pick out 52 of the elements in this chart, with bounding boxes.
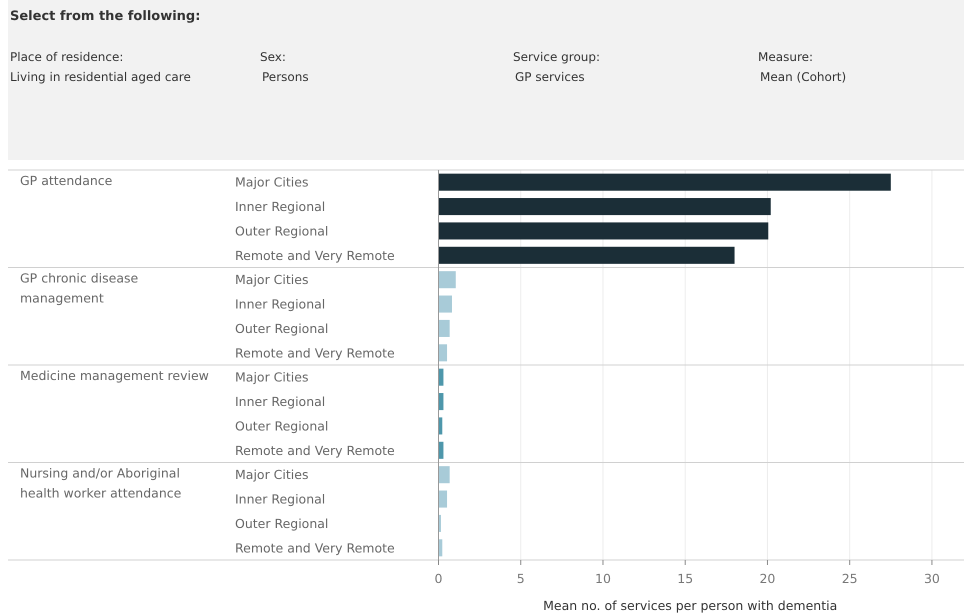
x-tick-label: 25 [842, 571, 858, 586]
bar [438, 417, 442, 434]
bar [438, 490, 448, 508]
text: Sex: [260, 50, 286, 64]
x-tick-label: 5 [516, 571, 525, 586]
bar [438, 271, 456, 288]
text: GP services [515, 70, 585, 84]
bar [438, 320, 450, 337]
y-tick-label: Outer Regional [235, 223, 328, 238]
text: Persons [262, 70, 309, 84]
y-tick-label: Major Cities [235, 370, 308, 385]
y-tick-label: Inner Regional [235, 492, 326, 507]
bar [438, 539, 442, 556]
y-tick-label: Major Cities [235, 174, 308, 190]
bar [438, 246, 735, 264]
bar [438, 296, 452, 313]
text: Living in residential aged care [10, 70, 191, 84]
bar [438, 222, 768, 240]
bar [438, 393, 444, 410]
bar [438, 344, 448, 362]
text: Measure: [758, 50, 814, 64]
x-tick-label: 15 [677, 571, 694, 586]
y-tick-label: Inner Regional [235, 296, 326, 312]
y-tick-label: Remote and Very Remote [235, 540, 396, 556]
x-tick-label: 10 [595, 571, 611, 586]
x-tick-label: 30 [924, 571, 940, 586]
y-tick-label: Outer Regional [235, 516, 328, 531]
text: Mean (Cohort) [760, 70, 846, 84]
bar [438, 442, 444, 459]
bar [438, 174, 891, 191]
bar [438, 466, 450, 484]
y-tick-label: Outer Regional [235, 418, 328, 434]
y-tick-label: Inner Regional [235, 394, 326, 410]
y-tick-label: Outer Regional [235, 320, 328, 336]
text: GP attendance [20, 173, 113, 188]
text: GP chronic disease management [20, 270, 139, 306]
text: Nursing and/or Aboriginal health worker attendance [20, 466, 182, 500]
bar [438, 368, 444, 386]
y-tick-label: Remote and Very Remote [235, 442, 396, 458]
y-tick-label: Inner Regional [235, 199, 326, 214]
x-axis-title: Mean no. of services per person with dementia [543, 598, 838, 613]
text: Service group: [513, 50, 600, 64]
text: Medicine management review [20, 368, 209, 383]
x-tick-label: 0 [434, 571, 443, 586]
y-tick-label: Remote and Very Remote [235, 345, 396, 360]
y-tick-label: Remote and Very Remote [235, 248, 396, 263]
y-tick-label: Major Cities [235, 467, 308, 482]
text: Place of residence: [10, 50, 124, 64]
text: Select from the following: [10, 9, 200, 24]
x-tick-label: 20 [760, 571, 776, 586]
y-tick-label: Major Cities [235, 272, 308, 288]
bar [438, 198, 771, 216]
